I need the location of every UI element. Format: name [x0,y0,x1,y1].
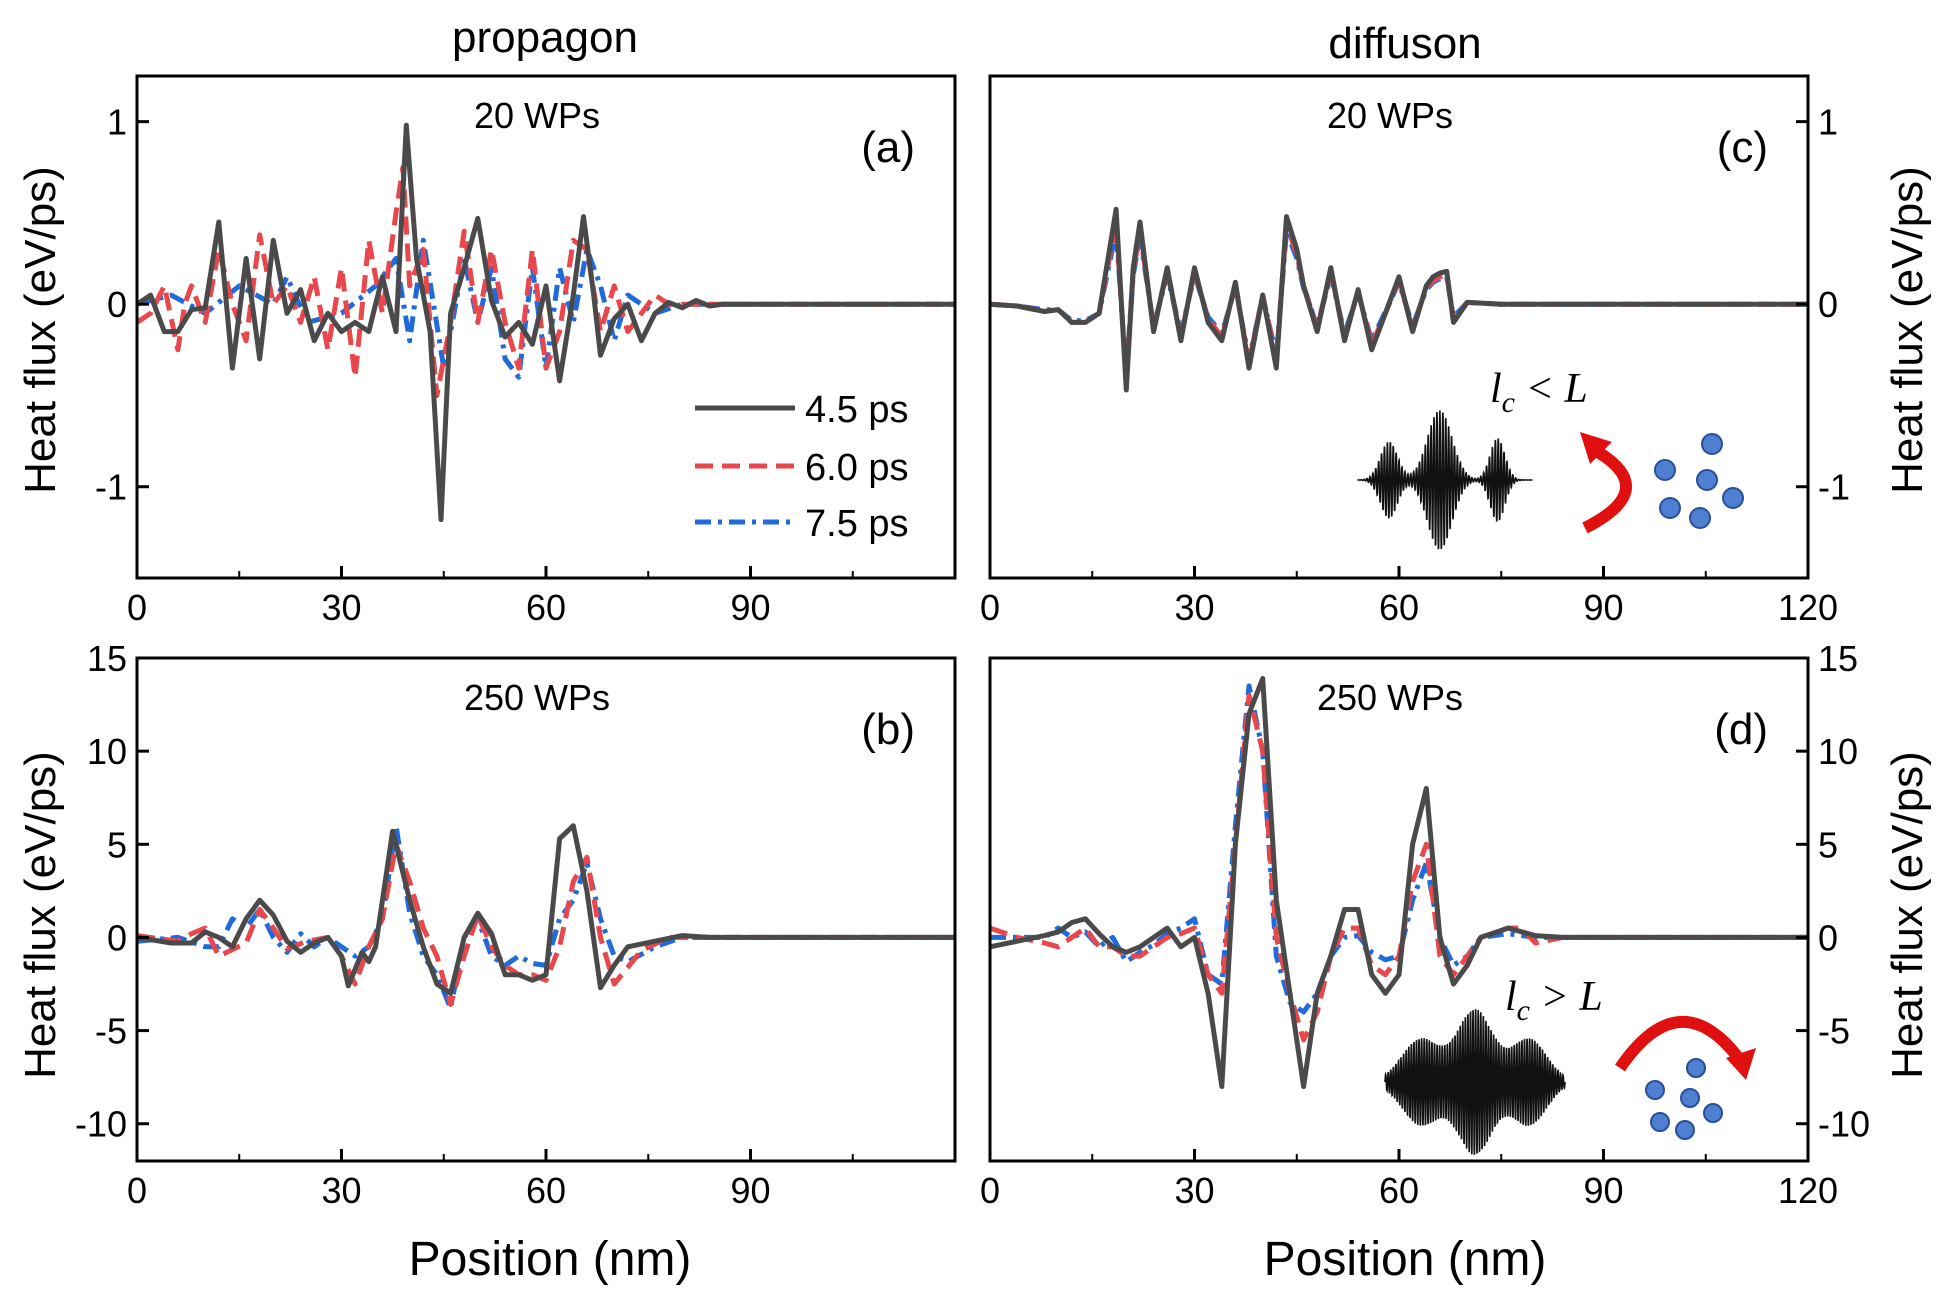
x-tick-label: 0 [127,1170,147,1211]
curved-arrow-left-icon [1582,446,1632,534]
x-tick-label: 60 [526,587,566,628]
y-tick-label: 0 [1818,917,1838,958]
y-tick-label: 0 [107,284,127,325]
y-tick-label: 1 [1818,102,1838,143]
x-tick-label: 0 [980,1170,1000,1211]
x-axis-label-left: Position (nm) [409,1233,692,1286]
y-axis-label-left-top: Heat flux (eV/ps) [16,166,65,494]
inset-c: lc < L [1357,366,1744,550]
wave-packet-icon [1384,1009,1566,1155]
y-axis-label-right-bottom: Heat flux (eV/ps) [1883,751,1932,1079]
panel-label: (d) [1714,705,1768,754]
inset-d: lc > L [1384,974,1756,1155]
legend-label-4-5ps: 4.5 ps [805,389,909,431]
series-line-4-5-ps [990,676,1808,1089]
panel-label: (a) [861,123,915,172]
inset-d-inequality: lc > L [1505,974,1603,1027]
y-tick-label: 5 [1818,824,1838,865]
x-tick-label: 0 [127,587,147,628]
series-line-4-5-ps [990,206,1808,393]
scatterers-icon [1645,1058,1723,1140]
column-title-diffuson: diffuson [1328,19,1481,68]
y-tick-label: 15 [1818,638,1858,679]
panel-label: (b) [861,705,915,754]
y-tick-label: -1 [1818,467,1850,508]
legend-label-6-0ps: 6.0 ps [805,447,909,489]
series-line-4-5-ps [137,823,955,996]
wave-packet-icon [1357,410,1533,550]
x-tick-label: 120 [1778,587,1838,628]
wp-count-label: 20 WPs [1327,95,1453,136]
y-axis-label-left-bottom: Heat flux (eV/ps) [16,751,65,1079]
x-tick-label: 90 [730,587,770,628]
y-tick-label: 10 [1818,731,1858,772]
series-line-7-5-ps [990,683,1808,1015]
x-tick-label: 60 [526,1170,566,1211]
y-axis-label-right-top: Heat flux (eV/ps) [1883,166,1932,494]
panel-label: (c) [1717,123,1768,172]
x-tick-label: 120 [1778,1170,1838,1211]
x-tick-label: 30 [1174,1170,1214,1211]
wp-count-label: 250 WPs [464,677,610,718]
y-tick-label: -5 [95,1011,127,1052]
panel-c: 0 30 60 90 120 -1 0 1 (c) 20 WPs [980,74,1850,628]
plot-frame [988,74,1810,580]
y-tick-label: 1 [107,102,127,143]
y-tick-label: 0 [107,917,127,958]
series-line-6-0-ps [990,692,1808,1043]
wp-count-label: 250 WPs [1317,677,1463,718]
series-line-4-5-ps [137,122,955,523]
y-tick-label: 15 [87,638,127,679]
y-tick-label: -1 [95,467,127,508]
x-tick-label: 90 [1583,587,1623,628]
x-tick-label: 0 [980,587,1000,628]
y-tick-label: 5 [107,824,127,865]
y-tick-label: -5 [1818,1011,1850,1052]
x-tick-label: 30 [321,587,361,628]
legend: 4.5 ps 6.0 ps 7.5 ps [695,389,909,545]
y-tick-label: 0 [1818,284,1838,325]
column-title-propagon: propagon [452,13,638,62]
y-tick-label: 10 [87,731,127,772]
series-line-6-0-ps [137,841,955,1007]
x-axis-label-right: Position (nm) [1264,1233,1547,1286]
panel-b: 0 30 60 90 -10 -5 0 5 10 15 (b) 250 WPs [75,638,957,1211]
x-tick-label: 60 [1379,1170,1419,1211]
panel-a: 0 30 60 90 -1 0 1 (a) 20 WPs [95,74,957,628]
wp-count-label: 20 WPs [474,95,600,136]
arrowhead-right-icon [1726,1048,1756,1080]
inset-c-inequality: lc < L [1490,366,1588,419]
y-tick-label: -10 [75,1104,127,1145]
curved-arrow-right-icon [1615,1016,1745,1072]
arrowhead-left-icon [1580,432,1612,464]
x-tick-label: 30 [1174,587,1214,628]
series-line-6-0-ps [137,164,955,398]
legend-label-7-5ps: 7.5 ps [805,503,909,545]
x-tick-label: 90 [1583,1170,1623,1211]
scatterers-icon [1654,433,1744,529]
series-line-7-5-ps [137,237,955,380]
panel-d: 0 30 60 90 120 -10 -5 0 5 10 15 (d) 250 WPs [980,638,1870,1211]
y-tick-label: -10 [1818,1104,1870,1145]
x-tick-label: 90 [730,1170,770,1211]
x-tick-label: 60 [1379,587,1419,628]
x-tick-label: 30 [321,1170,361,1211]
